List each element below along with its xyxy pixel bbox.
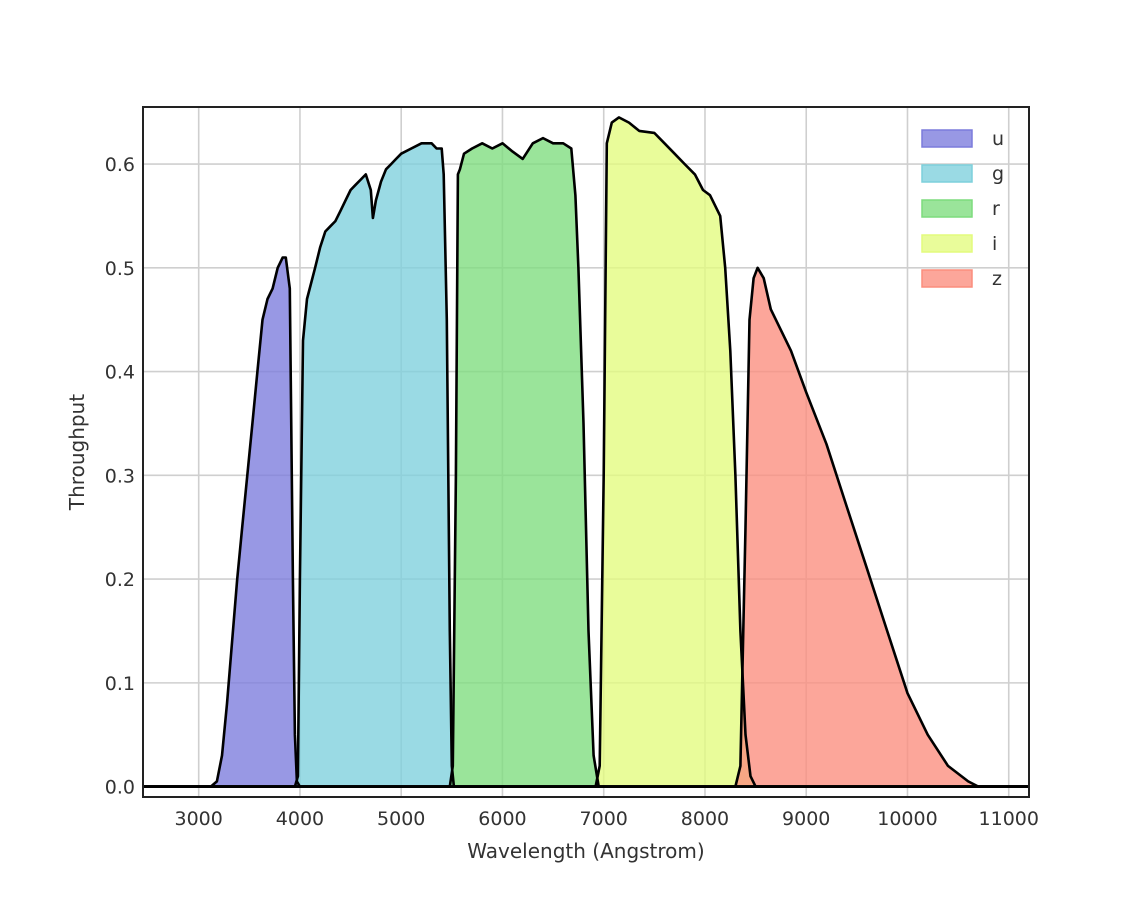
x-axis-label: Wavelength (Angstrom) xyxy=(467,839,704,863)
series-outlines xyxy=(143,116,1029,788)
x-tick-label: 4000 xyxy=(276,808,324,830)
outline-u xyxy=(143,256,1029,788)
outline-i xyxy=(143,116,1029,788)
y-axis-label: Throughput xyxy=(65,394,89,511)
plot-frame xyxy=(142,106,1030,798)
x-tick-label: 9000 xyxy=(782,808,830,830)
legend-label-r: r xyxy=(992,198,1000,220)
legend-swatch-z xyxy=(921,269,973,288)
outline-r xyxy=(143,136,1029,788)
legend-label-u: u xyxy=(992,128,1004,150)
x-axis-ticks: 3000 4000 5000 6000 7000 8000 9000 10000 11000 xyxy=(175,808,1039,830)
x-tick-label: 3000 xyxy=(175,808,223,830)
x-tick-label: 8000 xyxy=(681,808,729,830)
y-tick-label: 0.4 xyxy=(105,362,135,384)
legend-swatch-u xyxy=(921,129,973,148)
legend-swatch-g xyxy=(921,164,973,183)
y-tick-label: 0.2 xyxy=(105,569,135,591)
x-tick-label: 6000 xyxy=(478,808,526,830)
y-axis-ticks: 0.0 0.1 0.2 0.3 0.4 0.5 0.6 xyxy=(105,154,135,799)
legend-label-z: z xyxy=(992,268,1002,290)
y-tick-label: 0.5 xyxy=(105,258,135,280)
legend-label-i: i xyxy=(992,233,997,255)
x-tick-label: 7000 xyxy=(580,808,628,830)
outline-z xyxy=(143,266,1029,788)
legend-label-g: g xyxy=(992,163,1004,185)
y-tick-label: 0.3 xyxy=(105,465,135,487)
y-tick-label: 0.1 xyxy=(105,673,135,695)
x-tick-label: 5000 xyxy=(377,808,425,830)
area-r xyxy=(143,138,1029,787)
x-tick-label: 11000 xyxy=(979,808,1039,830)
area-u xyxy=(143,257,1029,787)
y-tick-label: 0.0 xyxy=(105,777,135,799)
legend-swatch-r xyxy=(921,199,973,218)
area-g xyxy=(143,143,1029,787)
outline-g xyxy=(143,142,1029,788)
y-tick-label: 0.6 xyxy=(105,154,135,176)
legend-swatch-i xyxy=(921,234,973,253)
x-tick-label: 10000 xyxy=(877,808,937,830)
